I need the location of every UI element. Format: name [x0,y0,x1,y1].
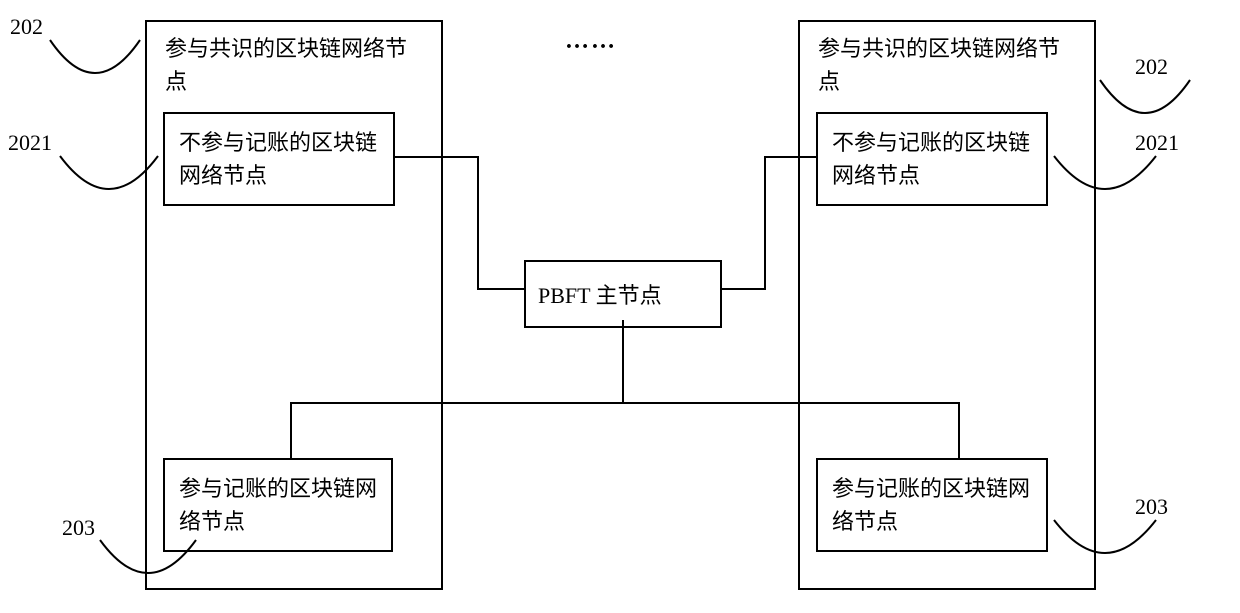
conn-tr-h1 [764,156,816,158]
conn-tl-h1 [395,156,479,158]
leader-curve-202-right [1100,80,1190,113]
leader-curve-2021-left [60,156,158,189]
conn-tr-h2 [722,288,766,290]
conn-br-drop [958,402,960,458]
conn-tl-v [477,156,479,290]
diagram-root: …… 参与共识的区块链网络节点 参与共识的区块链网络节点 不参与记账的区块链网络… [0,0,1240,613]
leader-curve-203-right [1054,520,1156,553]
conn-bottom-bar [290,402,960,404]
conn-pbft-down [622,320,624,404]
conn-tr-v [764,156,766,290]
leader-curve-203-left [100,540,196,573]
conn-bl-drop [290,402,292,458]
leader-curve-202-left [50,40,140,73]
conn-tl-h2 [477,288,524,290]
leader-curve-2021-right [1054,156,1156,189]
leader-lines-svg [0,0,1240,613]
